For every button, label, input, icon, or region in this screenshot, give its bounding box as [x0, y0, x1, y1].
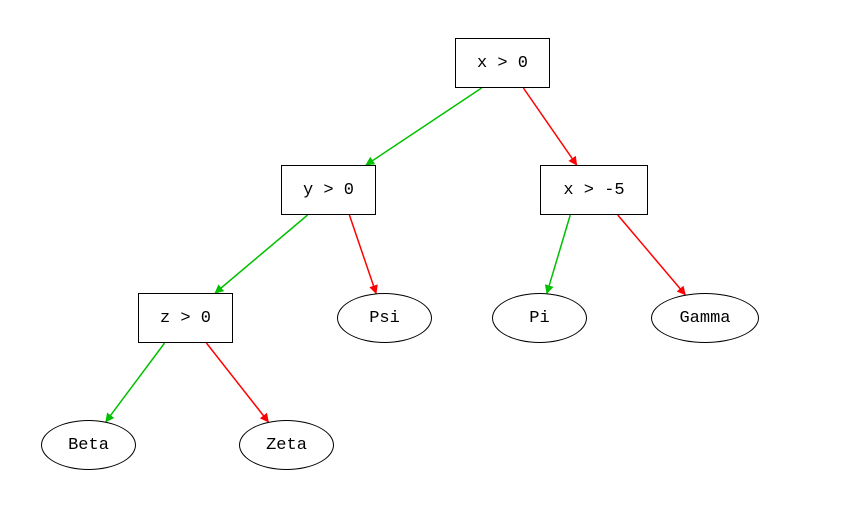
edge-root-xneg5	[523, 88, 576, 165]
node-z-gt-0: z > 0	[138, 293, 233, 343]
node-label: Zeta	[266, 436, 307, 455]
node-label: Gamma	[679, 309, 730, 328]
node-zeta: Zeta	[239, 420, 334, 470]
node-root-x-gt-0: x > 0	[455, 38, 550, 88]
node-beta: Beta	[41, 420, 136, 470]
node-label: x > 0	[477, 54, 528, 73]
edge-z-beta	[106, 343, 165, 422]
node-pi: Pi	[492, 293, 587, 343]
node-label: z > 0	[160, 309, 211, 328]
edge-xneg5-gamma	[618, 215, 686, 295]
edge-y-psi	[349, 215, 376, 293]
node-psi: Psi	[337, 293, 432, 343]
edge-root-y	[366, 88, 482, 165]
edge-z-zeta	[206, 343, 268, 422]
node-label: y > 0	[303, 181, 354, 200]
node-label: x > -5	[563, 181, 624, 200]
node-x-gt-neg5: x > -5	[540, 165, 648, 215]
node-gamma: Gamma	[651, 293, 759, 343]
node-y-gt-0: y > 0	[281, 165, 376, 215]
node-label: Pi	[529, 309, 549, 328]
edge-y-z	[215, 215, 307, 293]
diagram-canvas: x > 0 y > 0 x > -5 z > 0 Psi Pi Gamma Be…	[0, 0, 848, 516]
edge-xneg5-pi	[547, 215, 570, 293]
node-label: Psi	[369, 309, 400, 328]
node-label: Beta	[68, 436, 109, 455]
